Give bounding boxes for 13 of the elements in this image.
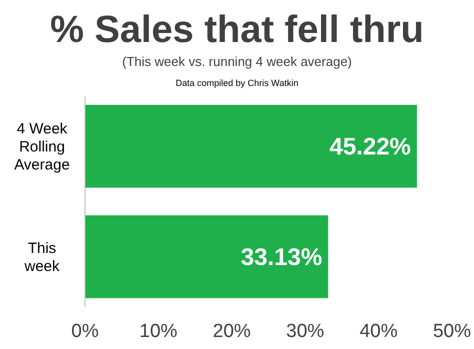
x-tick-label: 50%	[432, 321, 472, 342]
x-tick-label: 0%	[71, 321, 99, 342]
data-label: 33.13%	[240, 244, 322, 272]
y-tick-label: This week	[23, 240, 60, 275]
x-tick-label: 30%	[286, 321, 324, 342]
x-tick-label: 40%	[360, 321, 398, 342]
x-tick-label: 20%	[212, 321, 251, 342]
y-tick-label: 4 Week Rolling Average	[14, 120, 70, 174]
chart-title: % Sales that fell thru	[50, 9, 424, 51]
data-label: 45.22%	[330, 134, 411, 161]
chart-subtitle: (This week vs. running 4 week average)	[122, 54, 352, 69]
text: Data compiled by Chris Watkin	[176, 78, 298, 88]
x-tick-label: 10%	[139, 321, 178, 342]
